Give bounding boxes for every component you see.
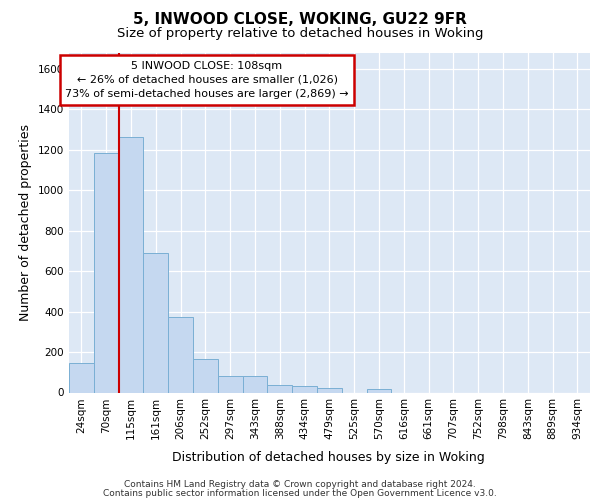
Bar: [69, 363, 94, 392]
Bar: [292, 386, 317, 392]
Bar: [367, 390, 391, 392]
Y-axis label: Number of detached properties: Number of detached properties: [19, 124, 32, 321]
Bar: [143, 253, 168, 392]
Bar: [268, 386, 292, 392]
Text: Distribution of detached houses by size in Woking: Distribution of detached houses by size …: [172, 451, 485, 464]
Bar: [119, 137, 143, 392]
Bar: [168, 316, 193, 392]
Bar: [94, 152, 119, 392]
Text: Contains public sector information licensed under the Open Government Licence v3: Contains public sector information licen…: [103, 488, 497, 498]
Text: Contains HM Land Registry data © Crown copyright and database right 2024.: Contains HM Land Registry data © Crown c…: [124, 480, 476, 489]
Bar: [242, 376, 268, 392]
Bar: [193, 358, 218, 392]
Text: 5, INWOOD CLOSE, WOKING, GU22 9FR: 5, INWOOD CLOSE, WOKING, GU22 9FR: [133, 12, 467, 28]
Text: Size of property relative to detached houses in Woking: Size of property relative to detached ho…: [117, 28, 483, 40]
Bar: [218, 376, 242, 392]
Bar: [317, 388, 342, 392]
Text: 5 INWOOD CLOSE: 108sqm
← 26% of detached houses are smaller (1,026)
73% of semi-: 5 INWOOD CLOSE: 108sqm ← 26% of detached…: [65, 61, 349, 99]
